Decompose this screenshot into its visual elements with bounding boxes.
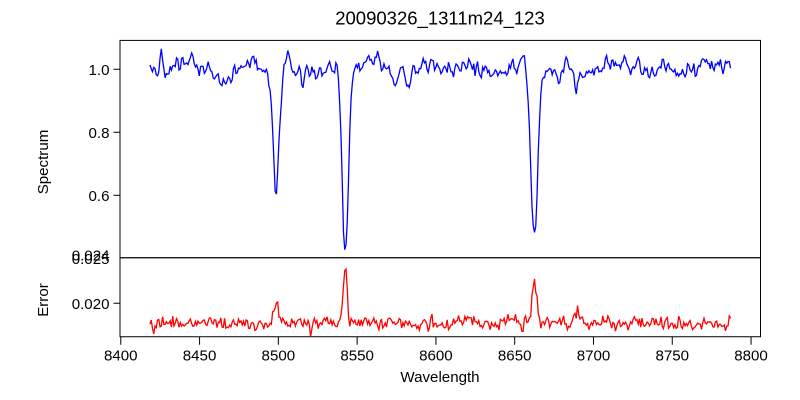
svg-text:8650: 8650 bbox=[498, 348, 532, 365]
svg-text:0.6: 0.6 bbox=[89, 188, 110, 205]
svg-text:20090326_1311m24_123: 20090326_1311m24_123 bbox=[335, 8, 545, 30]
svg-text:1.0: 1.0 bbox=[89, 62, 110, 79]
svg-text:8600: 8600 bbox=[419, 348, 453, 365]
svg-text:8750: 8750 bbox=[655, 348, 689, 365]
svg-text:8800: 8800 bbox=[734, 348, 768, 365]
svg-text:0.024: 0.024 bbox=[72, 248, 110, 265]
svg-text:8400: 8400 bbox=[104, 348, 138, 365]
svg-text:0.8: 0.8 bbox=[89, 125, 110, 142]
svg-text:8450: 8450 bbox=[183, 348, 217, 365]
svg-text:Wavelength: Wavelength bbox=[400, 369, 479, 386]
svg-text:8500: 8500 bbox=[262, 348, 296, 365]
svg-text:0.020: 0.020 bbox=[72, 296, 110, 313]
svg-text:8550: 8550 bbox=[340, 348, 374, 365]
svg-text:Error: Error bbox=[35, 283, 52, 317]
svg-text:8700: 8700 bbox=[577, 348, 611, 365]
svg-text:Spectrum: Spectrum bbox=[35, 130, 52, 195]
